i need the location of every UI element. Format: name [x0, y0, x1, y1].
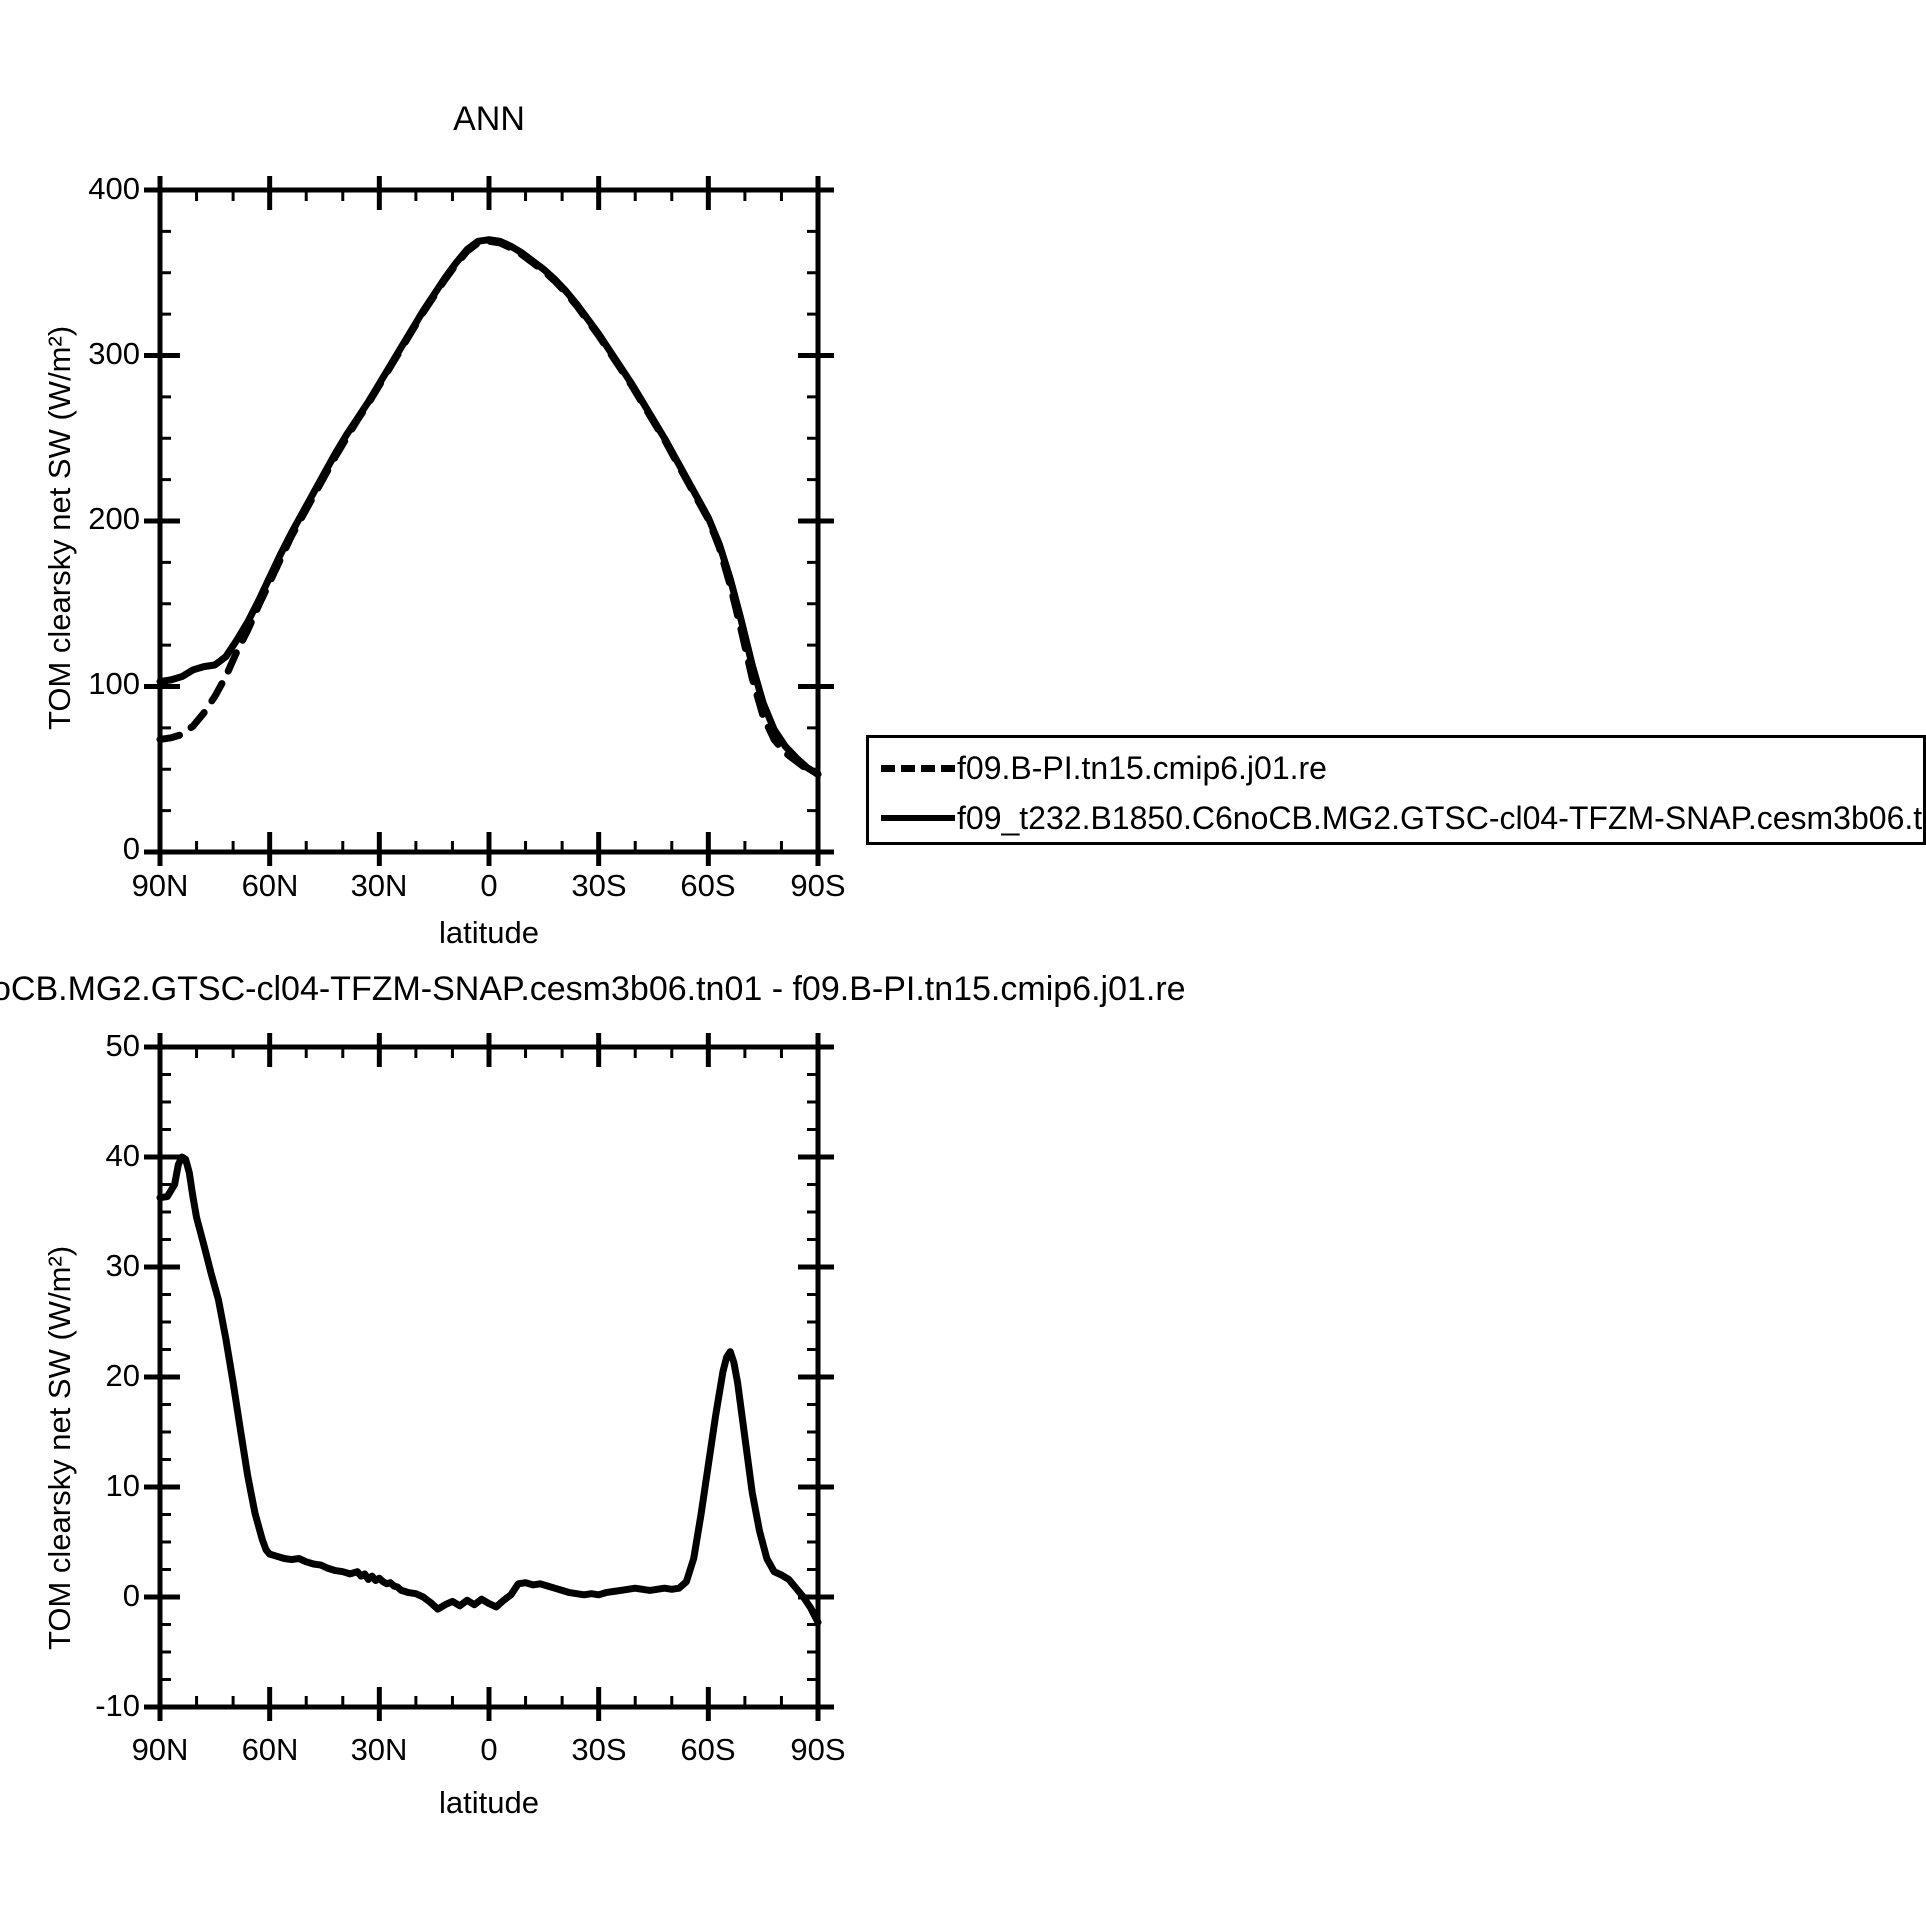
bottom-ytick-40: 40 — [105, 1138, 140, 1173]
top-chart-plot-area — [144, 176, 834, 866]
bottom-xtick-90S: 90S — [790, 1732, 846, 1767]
legend-item-dashed[interactable]: f09.B-PI.tn15.cmip6.j01.re — [881, 752, 1327, 784]
legend: f09.B-PI.tn15.cmip6.j01.re f09_t232.B185… — [866, 735, 1926, 845]
bottom-xtick-0: 0 — [480, 1732, 498, 1767]
top-xtick-90S: 90S — [790, 868, 846, 903]
bottom-chart-panel: TOM clearsky net SW (W/m²) latitude 50 4… — [0, 1010, 900, 1860]
top-ytick-100: 100 — [88, 666, 140, 701]
bottom-ytick-20: 20 — [105, 1358, 140, 1393]
bottom-ytick-0: 0 — [122, 1578, 140, 1613]
bottom-xtick-30N: 30N — [350, 1732, 408, 1767]
bottom-chart-plot-area — [144, 1033, 834, 1721]
solid-line-sample — [881, 815, 955, 821]
top-xtick-30S: 30S — [571, 868, 627, 903]
bottom-xtick-60N: 60N — [241, 1732, 299, 1767]
difference-subtitle: oCB.MG2.GTSC-cl04-TFZM-SNAP.cesm3b06.tn0… — [0, 970, 1186, 1008]
dashed-line-sample — [881, 764, 955, 772]
top-xtick-30N: 30N — [350, 868, 408, 903]
bottom-xtick-90N: 90N — [131, 1732, 189, 1767]
top-ytick-400: 400 — [88, 171, 140, 206]
top-xtick-60S: 60S — [680, 868, 736, 903]
top-chart-x-axis-label: latitude — [439, 915, 539, 950]
top-ytick-200: 200 — [88, 501, 140, 536]
bottom-xtick-30S: 30S — [571, 1732, 627, 1767]
legend-item-solid[interactable]: f09_t232.B1850.C6noCB.MG2.GTSC-cl04-TFZM… — [881, 802, 1926, 834]
bottom-chart-x-axis-label: latitude — [439, 1785, 539, 1820]
bottom-ytick-neg10: -10 — [95, 1688, 140, 1723]
legend-label-0: f09.B-PI.tn15.cmip6.j01.re — [957, 750, 1327, 786]
bottom-ytick-50: 50 — [105, 1028, 140, 1063]
bottom-ytick-10: 10 — [105, 1468, 140, 1503]
top-xtick-60N: 60N — [241, 868, 299, 903]
bottom-ytick-30: 30 — [105, 1248, 140, 1283]
top-chart-panel: ANN TOM clearsky net SW (W/m²) latitude … — [0, 0, 900, 990]
top-xtick-90N: 90N — [131, 868, 189, 903]
top-chart-title: ANN — [453, 100, 525, 138]
top-xtick-0: 0 — [480, 868, 498, 903]
legend-label-1: f09_t232.B1850.C6noCB.MG2.GTSC-cl04-TFZM… — [957, 800, 1926, 836]
bottom-xtick-60S: 60S — [680, 1732, 736, 1767]
top-ytick-0: 0 — [122, 831, 140, 866]
top-ytick-300: 300 — [88, 336, 140, 371]
